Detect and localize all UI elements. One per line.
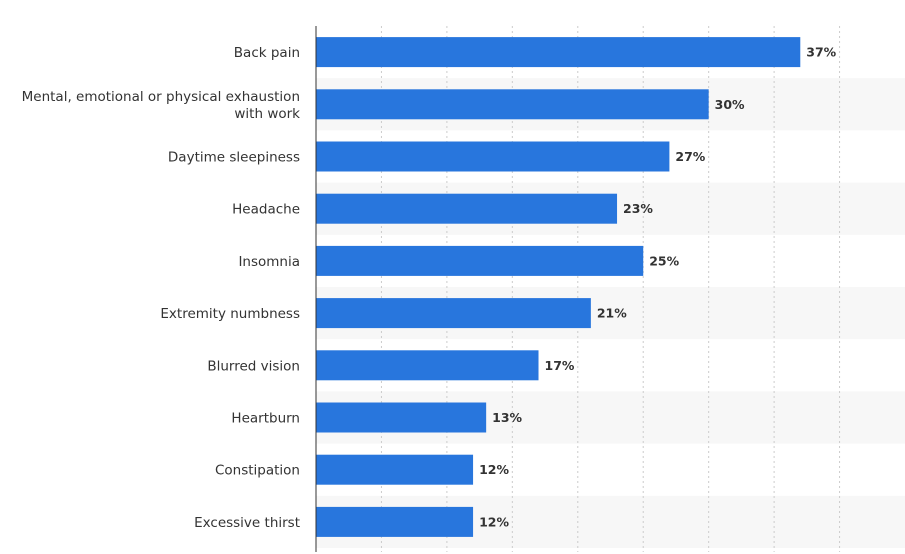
value-label: 21%: [597, 306, 627, 321]
value-label: 12%: [479, 462, 509, 477]
bar: [316, 89, 709, 120]
bar: [316, 350, 539, 381]
category-label: Constipation: [215, 463, 300, 479]
bar: [316, 454, 474, 485]
category-label: Mental, emotional or physical exhaustion…: [22, 89, 301, 122]
category-label: Insomnia: [238, 254, 300, 270]
value-label: 13%: [492, 410, 522, 425]
value-label: 12%: [479, 514, 509, 529]
bar: [316, 193, 618, 224]
category-labels: Back pain Mental, emotional or physical e…: [22, 45, 301, 531]
bar: [316, 506, 474, 537]
category-label: Headache: [232, 202, 300, 218]
bar: [316, 245, 644, 276]
category-label: Back pain: [234, 45, 300, 61]
bar: [316, 402, 487, 433]
category-label: Excessive thirst: [194, 515, 300, 531]
value-label: 37%: [806, 45, 836, 60]
bar: [316, 298, 591, 329]
bar: [316, 141, 670, 172]
bars: [316, 37, 801, 537]
category-label: Blurred vision: [207, 358, 300, 374]
bar: [316, 37, 801, 68]
value-labels: 37% 30% 27% 23% 25% 21% 17% 13% 12% 12%: [479, 45, 837, 530]
category-label: Heartburn: [231, 411, 300, 427]
value-label: 17%: [545, 358, 575, 373]
value-label: 27%: [675, 149, 705, 164]
value-label: 23%: [623, 201, 653, 216]
value-label: 25%: [649, 253, 679, 268]
category-label: Extremity numbness: [160, 306, 300, 322]
value-label: 30%: [715, 97, 745, 112]
category-label: Daytime sleepiness: [168, 150, 300, 166]
